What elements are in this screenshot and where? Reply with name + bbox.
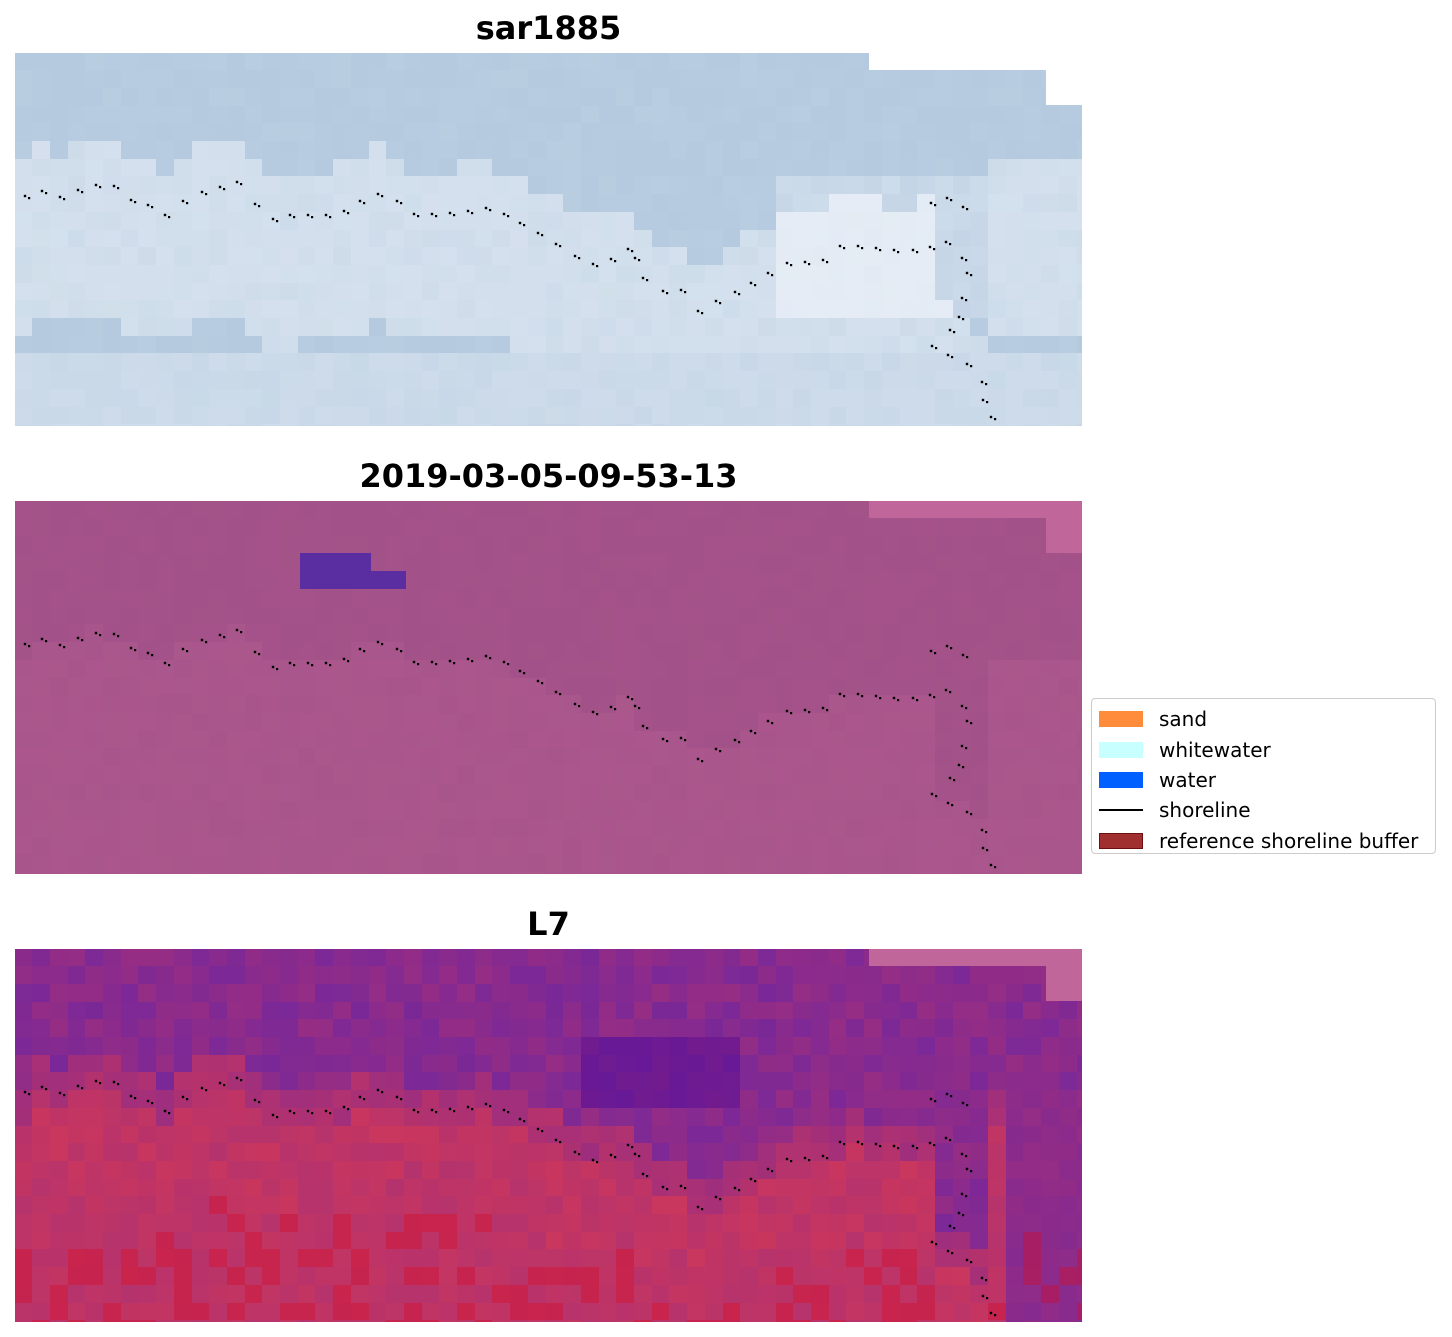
legend-item-reference-buffer: reference shoreline buffer — [1099, 826, 1428, 856]
legend: sand whitewater water shoreline referenc… — [1091, 698, 1436, 854]
shoreline-line-icon — [1099, 809, 1143, 812]
index-image-panel — [15, 949, 1082, 1322]
legend-label: whitewater — [1159, 737, 1271, 762]
panel-title-sar: sar1885 — [475, 9, 622, 47]
legend-item-water: water — [1099, 765, 1428, 795]
whitewater-swatch-icon — [1099, 741, 1143, 758]
sand-swatch-icon — [1099, 711, 1143, 728]
sar-image-panel — [15, 53, 1082, 426]
panel-title-satellite: L7 — [527, 905, 570, 943]
legend-label: sand — [1159, 707, 1208, 732]
water-swatch-icon — [1099, 771, 1143, 788]
legend-label: shoreline — [1159, 798, 1251, 823]
legend-label: reference shoreline buffer — [1159, 828, 1419, 853]
legend-item-shoreline: shoreline — [1099, 795, 1428, 825]
legend-item-whitewater: whitewater — [1099, 734, 1428, 764]
legend-item-sand: sand — [1099, 704, 1428, 734]
panel-title-date: 2019-03-05-09-53-13 — [359, 457, 738, 495]
classified-image-panel — [15, 501, 1082, 874]
legend-label: water — [1159, 767, 1216, 792]
reference-buffer-swatch-icon — [1099, 832, 1143, 849]
